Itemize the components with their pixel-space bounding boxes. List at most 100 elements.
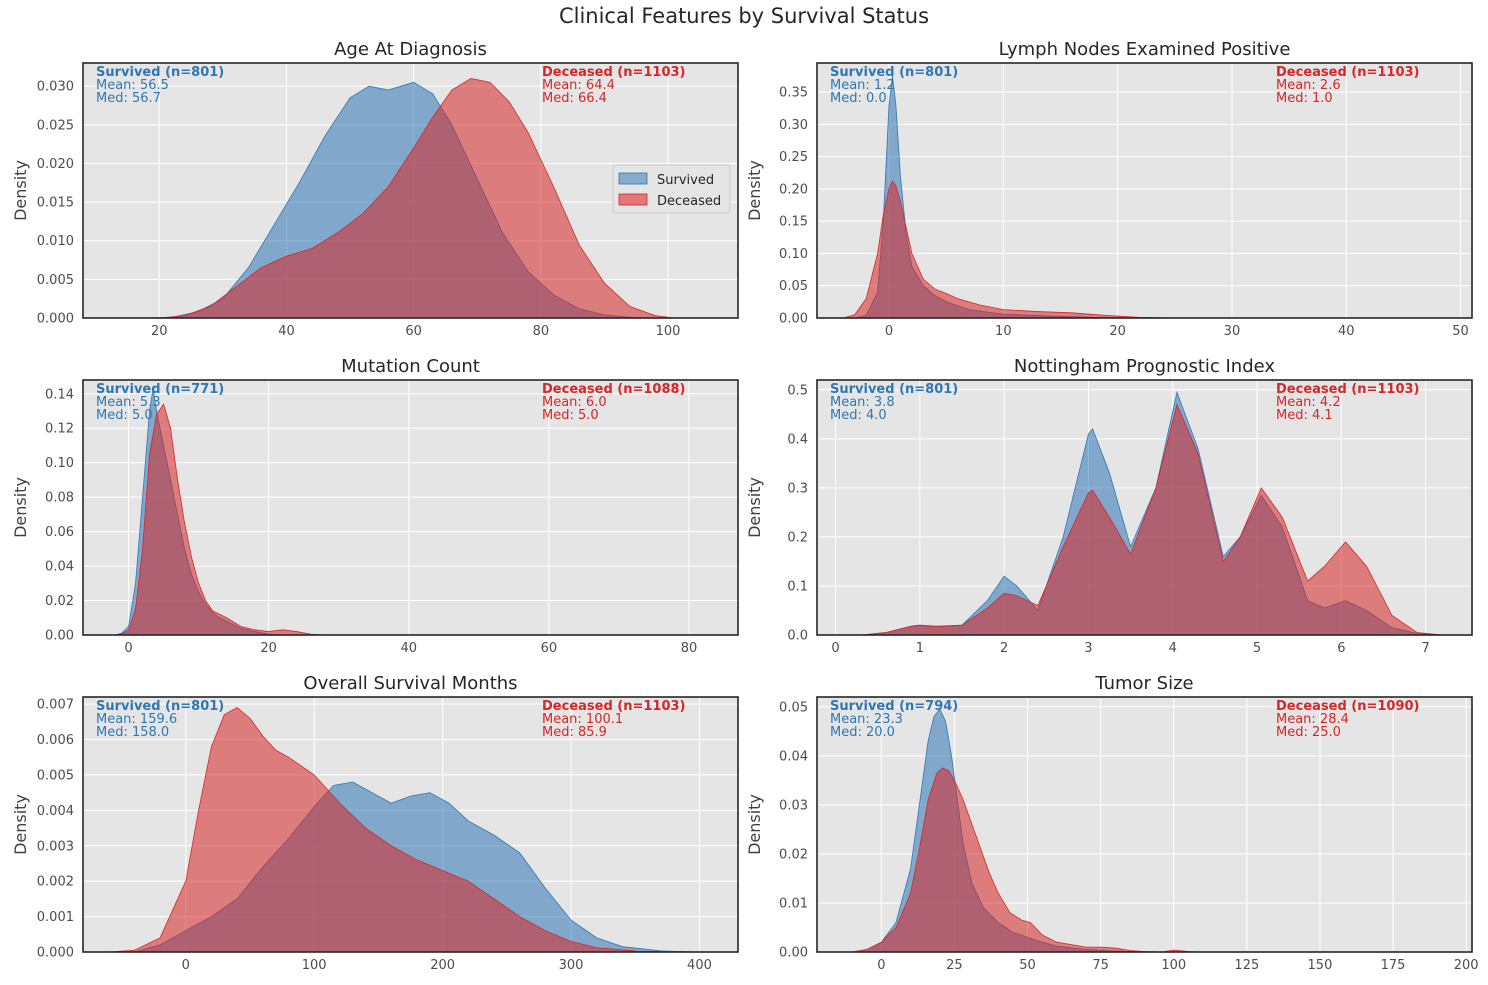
deceased-mean-label: Mean: 2.6 [1276,78,1341,93]
deceased-median-label: Med: 66.4 [542,91,607,106]
y-axis-label: Density [745,794,764,855]
panel-frame [816,379,1473,636]
x-tick-label: 75 [1092,958,1109,973]
panel-frame [82,379,739,636]
survived-mean-label: Mean: 3.8 [830,395,895,410]
y-tick-label: 0.007 [37,698,74,713]
x-tick-label: 30 [1224,324,1241,339]
x-tick-label: 50 [1019,958,1036,973]
deceased-mean-label: Mean: 100.1 [542,712,623,727]
x-tick-label: 1 [916,641,924,656]
y-tick-label: 0.02 [45,594,74,609]
deceased-count-label: Deceased (n=1088) [542,382,686,397]
survived-mean-label: Mean: 159.6 [96,712,177,727]
x-tick-label: 200 [430,958,455,973]
panel-3: 0 20 40 60 80 0.00 0.02 0.04 0.06 0.08 0.10 0.12 0.1… [11,356,739,656]
deceased-count-label: Deceased (n=1103) [1276,65,1420,80]
x-tick-label: 0 [877,958,885,973]
y-tick-label: 0.030 [37,80,74,95]
x-tick-label: 40 [278,324,295,339]
x-tick-label: 40 [1338,324,1355,339]
y-tick-label: 0.020 [37,157,74,172]
panel-title: Lymph Nodes Examined Positive [999,39,1291,60]
y-tick-label: 0.12 [45,422,74,437]
y-axis-label: Density [11,794,30,855]
y-axis-label: Density [745,477,764,538]
x-tick-label: 6 [1337,641,1345,656]
panel-5: 0 100 200 300 400 0.000 0.001 0.002 0.003 0.004 0.… [11,673,739,973]
deceased-density-area [860,403,1443,635]
panel-frame [816,696,1473,953]
x-tick-label: 200 [1454,958,1479,973]
x-tick-label: 400 [687,958,712,973]
y-tick-label: 0.08 [45,491,74,506]
panel-title: Tumor Size [1094,673,1193,694]
x-tick-label: 3 [1084,641,1092,656]
x-tick-label: 0 [182,958,190,973]
deceased-density-area [114,403,325,635]
y-tick-label: 0.04 [45,560,74,575]
legend-swatch-deceased [618,193,648,206]
x-tick-label: 300 [559,958,584,973]
x-tick-label: 100 [656,324,681,339]
x-tick-label: 100 [302,958,327,973]
panel-2: 0 10 20 30 40 50 0.00 0.05 0.10 0.15 0.20 0.25 0.30 0… [745,39,1473,339]
y-tick-label: 0.02 [779,847,808,862]
survived-mean-label: Mean: 5.3 [96,395,161,410]
panel-background [817,63,1472,318]
y-axis-label: Density [11,160,30,221]
legend-label-deceased: Deceased [657,194,721,209]
y-tick-label: 0.1 [787,579,808,594]
y-tick-label: 0.4 [787,432,808,447]
survived-median-label: Med: 0.0 [830,91,887,106]
x-tick-label: 0 [831,641,839,656]
survived-mean-label: Mean: 1.2 [830,78,895,93]
y-tick-label: 0.025 [37,118,74,133]
x-tick-label: 20 [260,641,277,656]
x-tick-label: 0 [124,641,132,656]
survived-count-label: Survived (n=801) [96,699,224,714]
panel-frame [82,62,739,319]
deceased-mean-label: Mean: 28.4 [1276,712,1349,727]
legend-swatch-survived [618,172,648,185]
y-axis-label: Density [11,477,30,538]
legend: Survived Deceased [612,164,731,214]
x-tick-label: 10 [995,324,1012,339]
x-tick-label: 80 [533,324,550,339]
survived-median-label: Med: 56.7 [96,91,161,106]
panel-frame [82,696,739,953]
y-tick-label: 0.015 [37,196,74,211]
deceased-count-label: Deceased (n=1103) [1276,382,1420,397]
deceased-mean-label: Mean: 64.4 [542,78,615,93]
y-tick-label: 0.0 [787,629,808,644]
panel-title: Mutation Count [341,356,480,377]
panel-1: 20 40 60 80 100 0.000 0.005 0.010 0.015 0.020 0.02… [11,39,739,339]
deceased-count-label: Deceased (n=1090) [1276,699,1420,714]
deceased-mean-label: Mean: 6.0 [542,395,607,410]
survived-median-label: Med: 4.0 [830,408,887,423]
y-tick-label: 0.03 [779,798,808,813]
y-tick-label: 0.001 [37,910,74,925]
y-tick-label: 0.2 [787,530,808,545]
survived-median-label: Med: 158.0 [96,725,169,740]
y-tick-label: 0.5 [787,383,808,398]
x-tick-label: 60 [405,324,422,339]
deceased-density-area [108,707,674,952]
x-tick-label: 0 [885,324,893,339]
panel-title: Nottingham Prognostic Index [1014,356,1275,377]
x-tick-label: 175 [1381,958,1406,973]
y-tick-label: 0.005 [37,768,74,783]
y-tick-label: 0.000 [37,312,74,327]
legend-label-survived: Survived [657,173,714,188]
figure-title: Clinical Features by Survival Status [558,4,930,28]
x-tick-label: 7 [1421,641,1429,656]
survived-mean-label: Mean: 23.3 [830,712,903,727]
x-tick-label: 125 [1234,958,1259,973]
survived-median-label: Med: 5.0 [96,408,153,423]
y-tick-label: 0.10 [779,247,808,262]
y-tick-label: 0.000 [37,946,74,961]
y-tick-label: 0.00 [779,946,808,961]
y-tick-label: 0.14 [45,387,74,402]
survived-count-label: Survived (n=801) [830,382,958,397]
